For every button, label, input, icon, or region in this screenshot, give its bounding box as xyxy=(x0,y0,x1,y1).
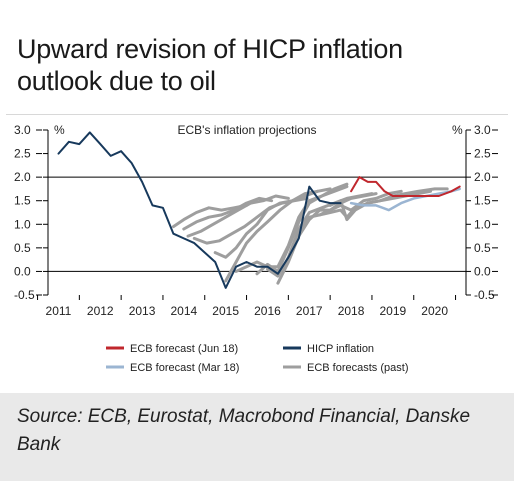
x-tick-label: 2015 xyxy=(212,304,239,318)
x-tick-label: 2013 xyxy=(129,304,156,318)
source-panel: Source: ECB, Eurostat, Macrobond Financi… xyxy=(0,393,514,481)
x-tick-label: 2018 xyxy=(338,304,365,318)
y-tick-label-left: 3.0 xyxy=(14,123,31,137)
y-tick-label-right: 0.0 xyxy=(474,264,491,278)
series-line-past xyxy=(171,203,248,229)
source-text: Source: ECB, Eurostat, Macrobond Financi… xyxy=(17,406,471,455)
legend-label: ECB forecast (Jun 18) xyxy=(130,343,238,355)
x-tick-label: 2014 xyxy=(170,304,197,318)
series-line-past xyxy=(328,187,449,222)
x-tick-label: 2020 xyxy=(421,304,448,318)
y-tick-label-left: 2.5 xyxy=(14,147,31,161)
y-tick-label-right: 1.0 xyxy=(474,217,491,231)
y-tick-label-right: 1.5 xyxy=(474,194,491,208)
chart-title: Upward revision of HICP inflation outloo… xyxy=(17,33,497,97)
chart-container: 3.0 3.0 2.5 2.5 2.0 2.0 1.5 1.5 1.0 1.0 0.5 0.5 0.0 0… xyxy=(6,114,508,394)
series-line-hicp xyxy=(57,131,342,289)
series-line-past xyxy=(186,194,290,238)
series-line-past xyxy=(224,187,332,283)
right-unit-label: % xyxy=(452,123,463,137)
series-line-past xyxy=(255,182,349,276)
left-unit-label: % xyxy=(54,123,65,137)
y-tick-label-left: 0.5 xyxy=(14,241,31,255)
y-tick-label-left: -0.5 xyxy=(14,288,35,302)
chart-subtitle: ECB's inflation projections xyxy=(177,123,316,137)
y-tick-label-right: -0.5 xyxy=(474,288,495,302)
y-tick-label-right: 2.0 xyxy=(474,170,491,184)
x-tick-label: 2017 xyxy=(296,304,323,318)
x-tick-label: 2019 xyxy=(379,304,406,318)
legend-label: ECB forecasts (past) xyxy=(307,362,408,374)
y-tick-label-left: 1.5 xyxy=(14,194,31,208)
line-chart: 3.0 3.0 2.5 2.5 2.0 2.0 1.5 1.5 1.0 1.0 0.5 0.5 0.0 0… xyxy=(14,123,498,374)
y-tick-label-right: 2.5 xyxy=(474,147,491,161)
series-line-past xyxy=(182,196,274,231)
legend-label: ECB forecast (Mar 18) xyxy=(130,362,239,374)
x-tick-label: 2011 xyxy=(46,304,72,318)
x-tick-label: 2012 xyxy=(87,304,114,318)
y-tick-label-left: 2.0 xyxy=(14,170,31,184)
series-line-past xyxy=(297,189,403,233)
series-line-mar18 xyxy=(349,187,461,212)
chart-title-line-1: Upward revision of HICP inflation xyxy=(17,34,403,64)
x-tick-label: 2016 xyxy=(254,304,281,318)
y-tick-label-left: 0.0 xyxy=(14,264,31,278)
legend-label: HICP inflation xyxy=(307,343,374,355)
y-tick-label-right: 0.5 xyxy=(474,241,491,255)
y-tick-label-left: 1.0 xyxy=(14,217,31,231)
series-line-jun18 xyxy=(350,176,461,197)
chart-title-line-2: outlook due to oil xyxy=(17,66,216,96)
y-tick-label-right: 3.0 xyxy=(474,123,491,137)
